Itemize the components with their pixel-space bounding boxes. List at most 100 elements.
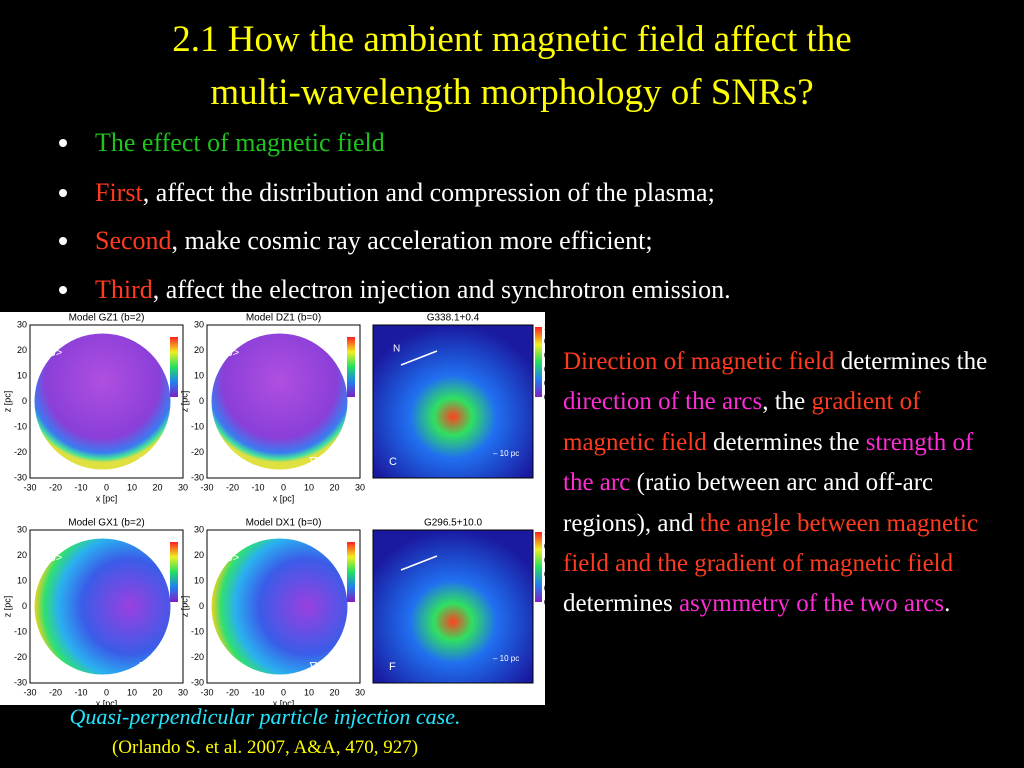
y-tick-label: -30 — [14, 472, 27, 482]
colorbar-tick-label: 1.0 — [544, 528, 545, 537]
bullet-text: , affect the electron injection and sync… — [152, 275, 731, 304]
y-tick-label: -30 — [14, 677, 27, 687]
colorbar-tick-label: 0.8 — [544, 542, 545, 551]
panel-title: Model GX1 (b=2) — [68, 518, 144, 529]
y-tick-label: 20 — [17, 550, 27, 560]
x-tick-label: -10 — [251, 687, 264, 697]
remnant — [211, 538, 348, 675]
y-tick-label: 20 — [194, 345, 204, 355]
panel-letter: F — [389, 661, 396, 673]
x-tick-label: -10 — [74, 482, 87, 492]
y-tick-label: 30 — [194, 319, 204, 329]
description-text: , the — [762, 388, 812, 416]
x-axis-label: x [pc] — [273, 493, 295, 503]
description-text: determines — [563, 590, 679, 618]
panel-letter: B — [223, 456, 230, 468]
x-tick-label: -20 — [226, 687, 239, 697]
y-tick-label: -10 — [14, 421, 27, 431]
bullet: First, affect the distribution and compr… — [59, 178, 715, 208]
x-tick-label: 0 — [104, 687, 109, 697]
colorbar — [535, 532, 542, 602]
bullet: Third, affect the electron injection and… — [59, 275, 731, 305]
colorbar — [347, 542, 355, 602]
bullet-text: First — [95, 178, 143, 207]
x-tick-label: 20 — [329, 687, 339, 697]
remnant — [34, 538, 171, 675]
x-tick-label: -20 — [49, 482, 62, 492]
y-tick-label: 10 — [194, 575, 204, 585]
y-axis-label: z [pc] — [2, 596, 12, 618]
y-axis-label: z [pc] — [2, 391, 12, 413]
x-tick-label: 30 — [178, 482, 188, 492]
field-label: <B> — [42, 552, 62, 564]
remnant — [34, 333, 171, 470]
y-axis-label: z [pc] — [179, 596, 189, 618]
y-tick-label: -20 — [14, 447, 27, 457]
bullet-dot — [59, 139, 67, 147]
y-tick-label: -30 — [191, 677, 204, 687]
x-tick-label: 20 — [152, 687, 162, 697]
panel-title: G338.1+0.4 — [427, 313, 480, 324]
x-tick-label: 20 — [329, 482, 339, 492]
gradient-label: ∇|B| — [309, 456, 330, 468]
y-tick-label: 20 — [194, 550, 204, 560]
description-text: the angle between magnetic field and the… — [563, 509, 979, 578]
colorbar-tick-label: 0.0 — [544, 393, 545, 402]
y-tick-label: -10 — [191, 421, 204, 431]
x-tick-label: -30 — [23, 687, 36, 697]
x-tick-label: -10 — [251, 482, 264, 492]
colorbar — [347, 337, 355, 397]
remnant — [211, 333, 348, 470]
y-tick-label: -30 — [191, 472, 204, 482]
x-tick-label: -10 — [74, 687, 87, 697]
x-tick-label: 10 — [304, 482, 314, 492]
y-tick-label: -20 — [191, 447, 204, 457]
bullet-text: The effect of magnetic field — [95, 128, 385, 157]
colorbar-tick-label: 0.6 — [544, 351, 545, 360]
panel-title: G296.5+10.0 — [424, 518, 483, 529]
y-tick-label: 10 — [194, 370, 204, 380]
gradient-label: ∇ρ — [138, 661, 153, 673]
y-tick-label: 0 — [199, 396, 204, 406]
bullet-text: Second — [95, 226, 172, 255]
x-tick-label: 10 — [304, 687, 314, 697]
bullet-text: Third — [95, 275, 153, 304]
field-label: <B> — [219, 552, 239, 564]
gradient-label: ∇ρ — [138, 456, 153, 468]
y-tick-label: 0 — [199, 601, 204, 611]
y-tick-label: 0 — [22, 601, 27, 611]
x-tick-label: -30 — [200, 687, 213, 697]
plot-area — [372, 324, 534, 479]
slide-title: 2.1 How the ambient magnetic field affec… — [172, 19, 852, 60]
description-text: determines the — [834, 348, 988, 375]
colorbar-tick-label: 0.2 — [544, 379, 545, 388]
bullet: Second, make cosmic ray acceleration mor… — [59, 226, 653, 256]
colorbar — [170, 542, 178, 602]
x-tick-label: -30 — [23, 482, 36, 492]
y-tick-label: 10 — [17, 370, 27, 380]
colorbar-tick-label: 1.0 — [544, 323, 545, 332]
panel-letter: A — [46, 456, 54, 468]
x-tick-label: 0 — [281, 482, 286, 492]
x-tick-label: 30 — [355, 687, 365, 697]
panel-title: Model DZ1 (b=0) — [246, 313, 321, 324]
y-tick-label: 30 — [194, 524, 204, 534]
panel-title: Model GZ1 (b=2) — [69, 313, 145, 324]
description-text: (ratio between arc and off-arc regions),… — [563, 469, 934, 537]
x-tick-label: -30 — [200, 482, 213, 492]
field-label: <B> — [219, 347, 239, 359]
figure: Model GZ1 (b=2) -30 -20 -10 0 10 20 30 30 20 10 0 -1… — [0, 312, 545, 705]
field-arrow — [400, 555, 438, 571]
y-tick-label: -20 — [191, 652, 204, 662]
description: Direction of magnetic field determines t… — [563, 342, 995, 625]
colorbar-tick-label: 0.6 — [544, 556, 545, 565]
x-axis-label: x [pc] — [96, 493, 118, 503]
bullet: The effect of magnetic field — [59, 128, 385, 158]
y-tick-label: 20 — [17, 345, 27, 355]
x-tick-label: 0 — [104, 482, 109, 492]
colorbar-tick-label: 0.0 — [544, 598, 545, 607]
colorbar-tick-label: 0.4 — [544, 365, 545, 374]
description-text: gradient of magnetic field — [563, 388, 921, 456]
bullet-text: , make cosmic ray acceleration more effi… — [171, 226, 653, 255]
